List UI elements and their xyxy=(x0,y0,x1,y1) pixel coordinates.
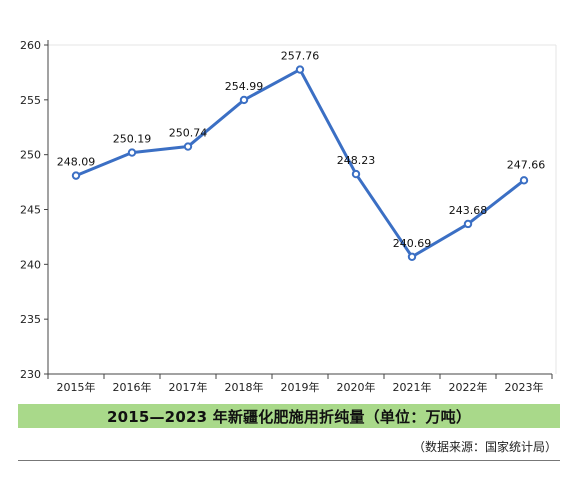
y-tick-label: 240 xyxy=(20,258,41,271)
y-tick-label: 255 xyxy=(20,94,41,107)
line-chart: 230 235 240 245 250 255 260 2015年 2016年 2017年 201… xyxy=(20,39,557,394)
caption-bar: 2015—2023 年新疆化肥施用折纯量（单位：万吨） xyxy=(18,404,560,428)
y-tick-label: 250 xyxy=(20,149,41,162)
data-label: 248.09 xyxy=(57,156,96,169)
data-label: 243.68 xyxy=(449,204,488,217)
data-label: 247.66 xyxy=(507,158,546,171)
data-point xyxy=(351,169,361,179)
data-point xyxy=(183,142,193,151)
data-point xyxy=(127,148,137,157)
data-label: 250.19 xyxy=(113,133,152,146)
data-label: 254.99 xyxy=(225,80,264,93)
bottom-divider xyxy=(18,460,560,461)
data-label: 248.23 xyxy=(337,154,376,167)
y-tick-label: 260 xyxy=(20,39,41,52)
x-tick-label: 2017年 xyxy=(169,380,208,394)
data-point xyxy=(71,171,81,180)
data-point xyxy=(519,176,529,185)
x-tick-label: 2021年 xyxy=(393,380,432,394)
data-point xyxy=(463,219,473,229)
x-tick-label: 2015年 xyxy=(57,380,96,394)
y-tick-label: 235 xyxy=(20,313,41,326)
x-tick-label: 2020年 xyxy=(337,380,376,394)
data-label: 240.69 xyxy=(393,237,432,250)
data-label: 257.76 xyxy=(281,50,320,63)
data-point xyxy=(295,65,305,74)
data-label: 250.74 xyxy=(169,127,208,140)
data-source: （数据来源：国家统计局） xyxy=(412,440,557,454)
y-tick-label: 230 xyxy=(20,368,41,381)
data-point xyxy=(407,252,417,261)
x-tick-label: 2019年 xyxy=(281,380,320,394)
x-tick-label: 2016年 xyxy=(113,380,152,394)
x-tick-label: 2018年 xyxy=(225,380,264,394)
chart-caption: 2015—2023 年新疆化肥施用折纯量（单位：万吨） xyxy=(106,407,472,426)
x-tick-label: 2022年 xyxy=(449,380,488,394)
y-tick-label: 245 xyxy=(20,204,41,217)
chart-area: 230 235 240 245 250 255 260 2015年 2016年 2017年 201… xyxy=(20,39,557,394)
data-point xyxy=(239,95,249,105)
x-tick-label: 2023年 xyxy=(505,380,544,394)
